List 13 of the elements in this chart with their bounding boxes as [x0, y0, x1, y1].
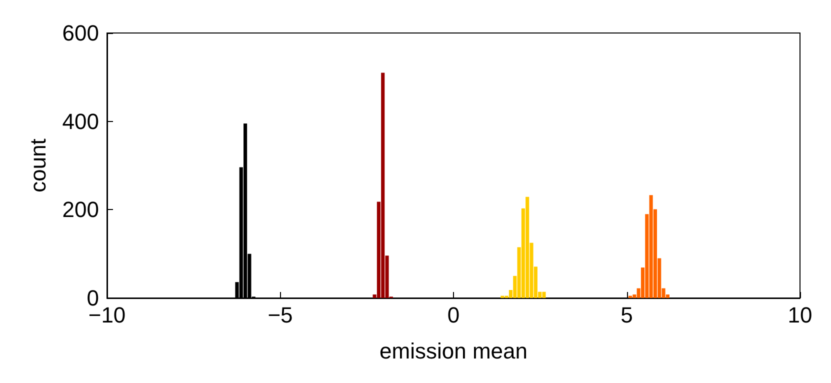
- bar: [649, 195, 653, 298]
- bar: [381, 72, 385, 298]
- x-axis-title: emission mean: [380, 338, 528, 364]
- y-tick-label: 400: [62, 108, 99, 134]
- y-tick-label: 600: [62, 20, 99, 46]
- bar: [542, 292, 546, 298]
- bar: [526, 196, 530, 298]
- x-tick-label: 10: [788, 302, 812, 328]
- y-axis-title: count: [26, 138, 50, 192]
- y-tick-label: 200: [62, 197, 99, 222]
- x-tick-label: −5: [268, 302, 293, 328]
- x-tick-label: 5: [620, 302, 633, 328]
- x-tick-label: 0: [447, 302, 460, 328]
